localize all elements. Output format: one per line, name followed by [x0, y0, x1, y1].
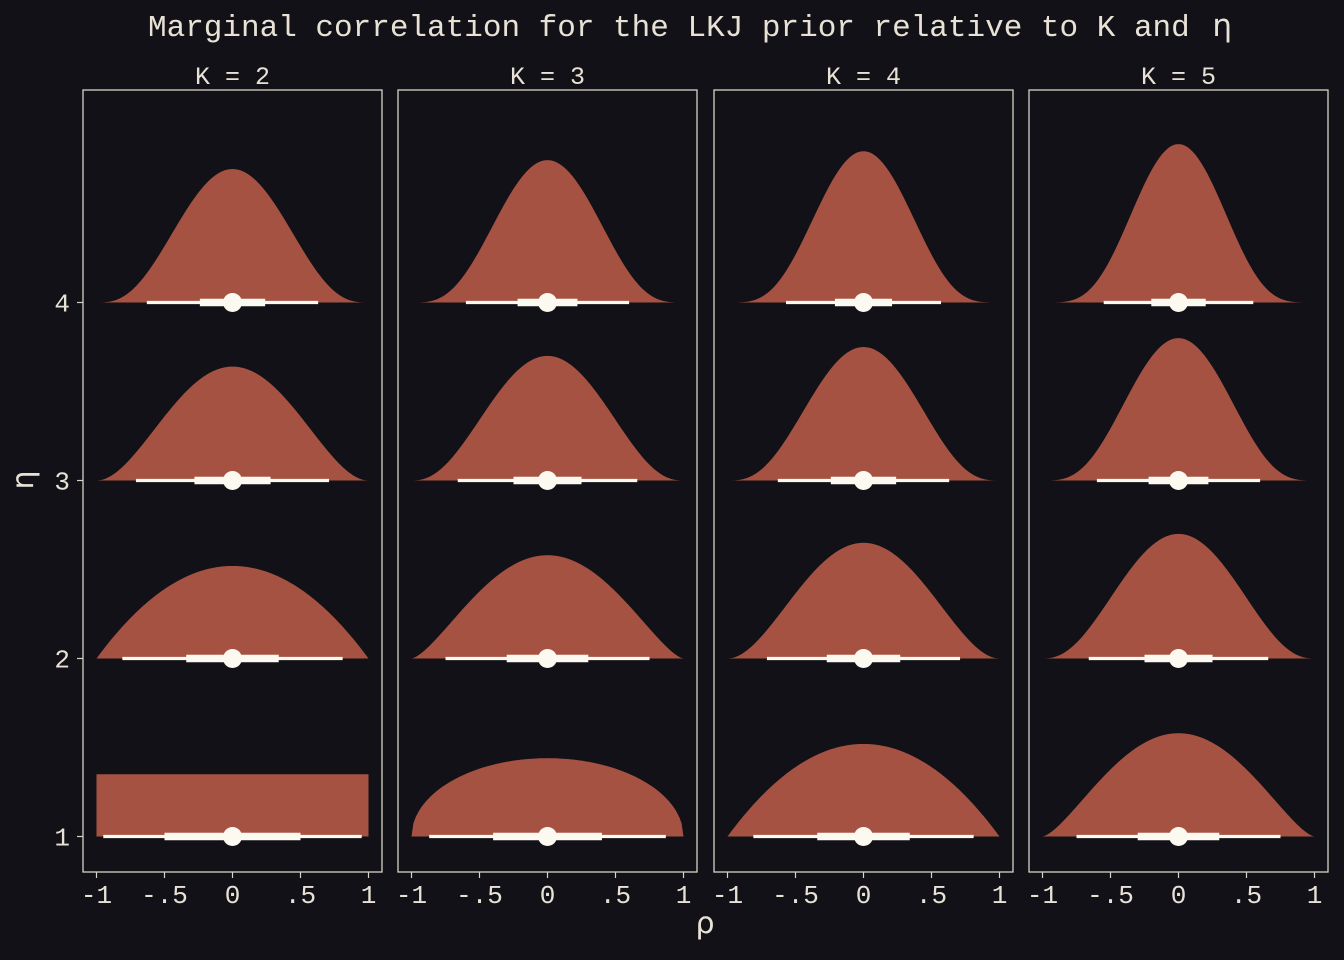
- y-tick-label: 1: [54, 824, 70, 854]
- density-shape: [727, 542, 1000, 659]
- density-shape: [727, 743, 1000, 837]
- x-tick-label: 1: [676, 881, 692, 911]
- x-tick-label: .5: [916, 881, 947, 911]
- x-tick-label: -1: [81, 881, 112, 911]
- chart-title: Marginal correlation for the LKJ prior r…: [148, 8, 1232, 46]
- x-tick-label: .5: [285, 881, 316, 911]
- y-tick-label: 4: [54, 290, 70, 320]
- density-shape: [96, 169, 369, 303]
- median-point: [854, 471, 873, 490]
- density-shape: [411, 160, 684, 303]
- median-point: [223, 293, 242, 312]
- density-shape: [1042, 533, 1315, 659]
- x-tick-label: -1: [396, 881, 427, 911]
- facet-label: K = 5: [1141, 63, 1216, 92]
- median-point: [223, 827, 242, 846]
- facet-panel: K = 5 -1 -.5 0 .5 1: [1027, 63, 1329, 911]
- x-tick-label: 0: [1171, 881, 1187, 911]
- facet-panel: K = 2 -1 -.5 0 .5 1: [81, 63, 383, 911]
- chart-title-text: Marginal correlation for the LKJ prior r…: [148, 11, 1208, 46]
- median-point: [538, 649, 557, 668]
- density-shape: [96, 366, 369, 481]
- median-point: [854, 827, 873, 846]
- x-tick-label: .5: [600, 881, 631, 911]
- x-tick-label: -.5: [456, 881, 503, 911]
- density-shape: [411, 555, 684, 659]
- median-point: [854, 293, 873, 312]
- density-shape: [96, 565, 369, 659]
- x-tick-label: -1: [712, 881, 743, 911]
- x-tick-label: -.5: [141, 881, 188, 911]
- density-shape: [1042, 338, 1315, 481]
- median-point: [223, 649, 242, 668]
- y-tick-label: 3: [54, 468, 70, 498]
- y-tick-label: 2: [54, 646, 70, 676]
- median-point: [1169, 827, 1188, 846]
- y-axis-label: η: [6, 470, 41, 489]
- facet-panel: K = 4 -1 -.5 0 .5 1: [712, 63, 1014, 911]
- x-tick-label: -.5: [772, 881, 819, 911]
- median-point: [538, 293, 557, 312]
- median-point: [223, 471, 242, 490]
- median-point: [538, 471, 557, 490]
- x-tick-label: 1: [361, 881, 377, 911]
- x-tick-label: 0: [540, 881, 556, 911]
- density-shape: [411, 758, 684, 837]
- chart-title-symbol: η: [1212, 8, 1232, 44]
- x-tick-label: .5: [1231, 881, 1262, 911]
- density-shape: [1042, 733, 1315, 837]
- x-tick-label: 0: [225, 881, 241, 911]
- median-point: [1169, 293, 1188, 312]
- density-shape: [1042, 144, 1315, 303]
- density-shape: [411, 355, 684, 481]
- x-tick-label: 1: [1307, 881, 1323, 911]
- median-point: [538, 827, 557, 846]
- facet-panel: K = 3 -1 -.5 0 .5 1: [396, 63, 698, 911]
- density-shape: [727, 347, 1000, 481]
- density-shape: [96, 774, 369, 837]
- facet-label: K = 4: [826, 63, 901, 92]
- facet-label: K = 3: [510, 63, 585, 92]
- density-shape: [727, 151, 1000, 303]
- median-point: [854, 649, 873, 668]
- x-tick-label: 1: [992, 881, 1008, 911]
- median-point: [1169, 471, 1188, 490]
- x-tick-label: 0: [856, 881, 872, 911]
- x-axis-label: ρ: [695, 906, 714, 941]
- x-tick-label: -.5: [1087, 881, 1134, 911]
- facet-label: K = 2: [195, 63, 270, 92]
- x-tick-label: -1: [1027, 881, 1058, 911]
- median-point: [1169, 649, 1188, 668]
